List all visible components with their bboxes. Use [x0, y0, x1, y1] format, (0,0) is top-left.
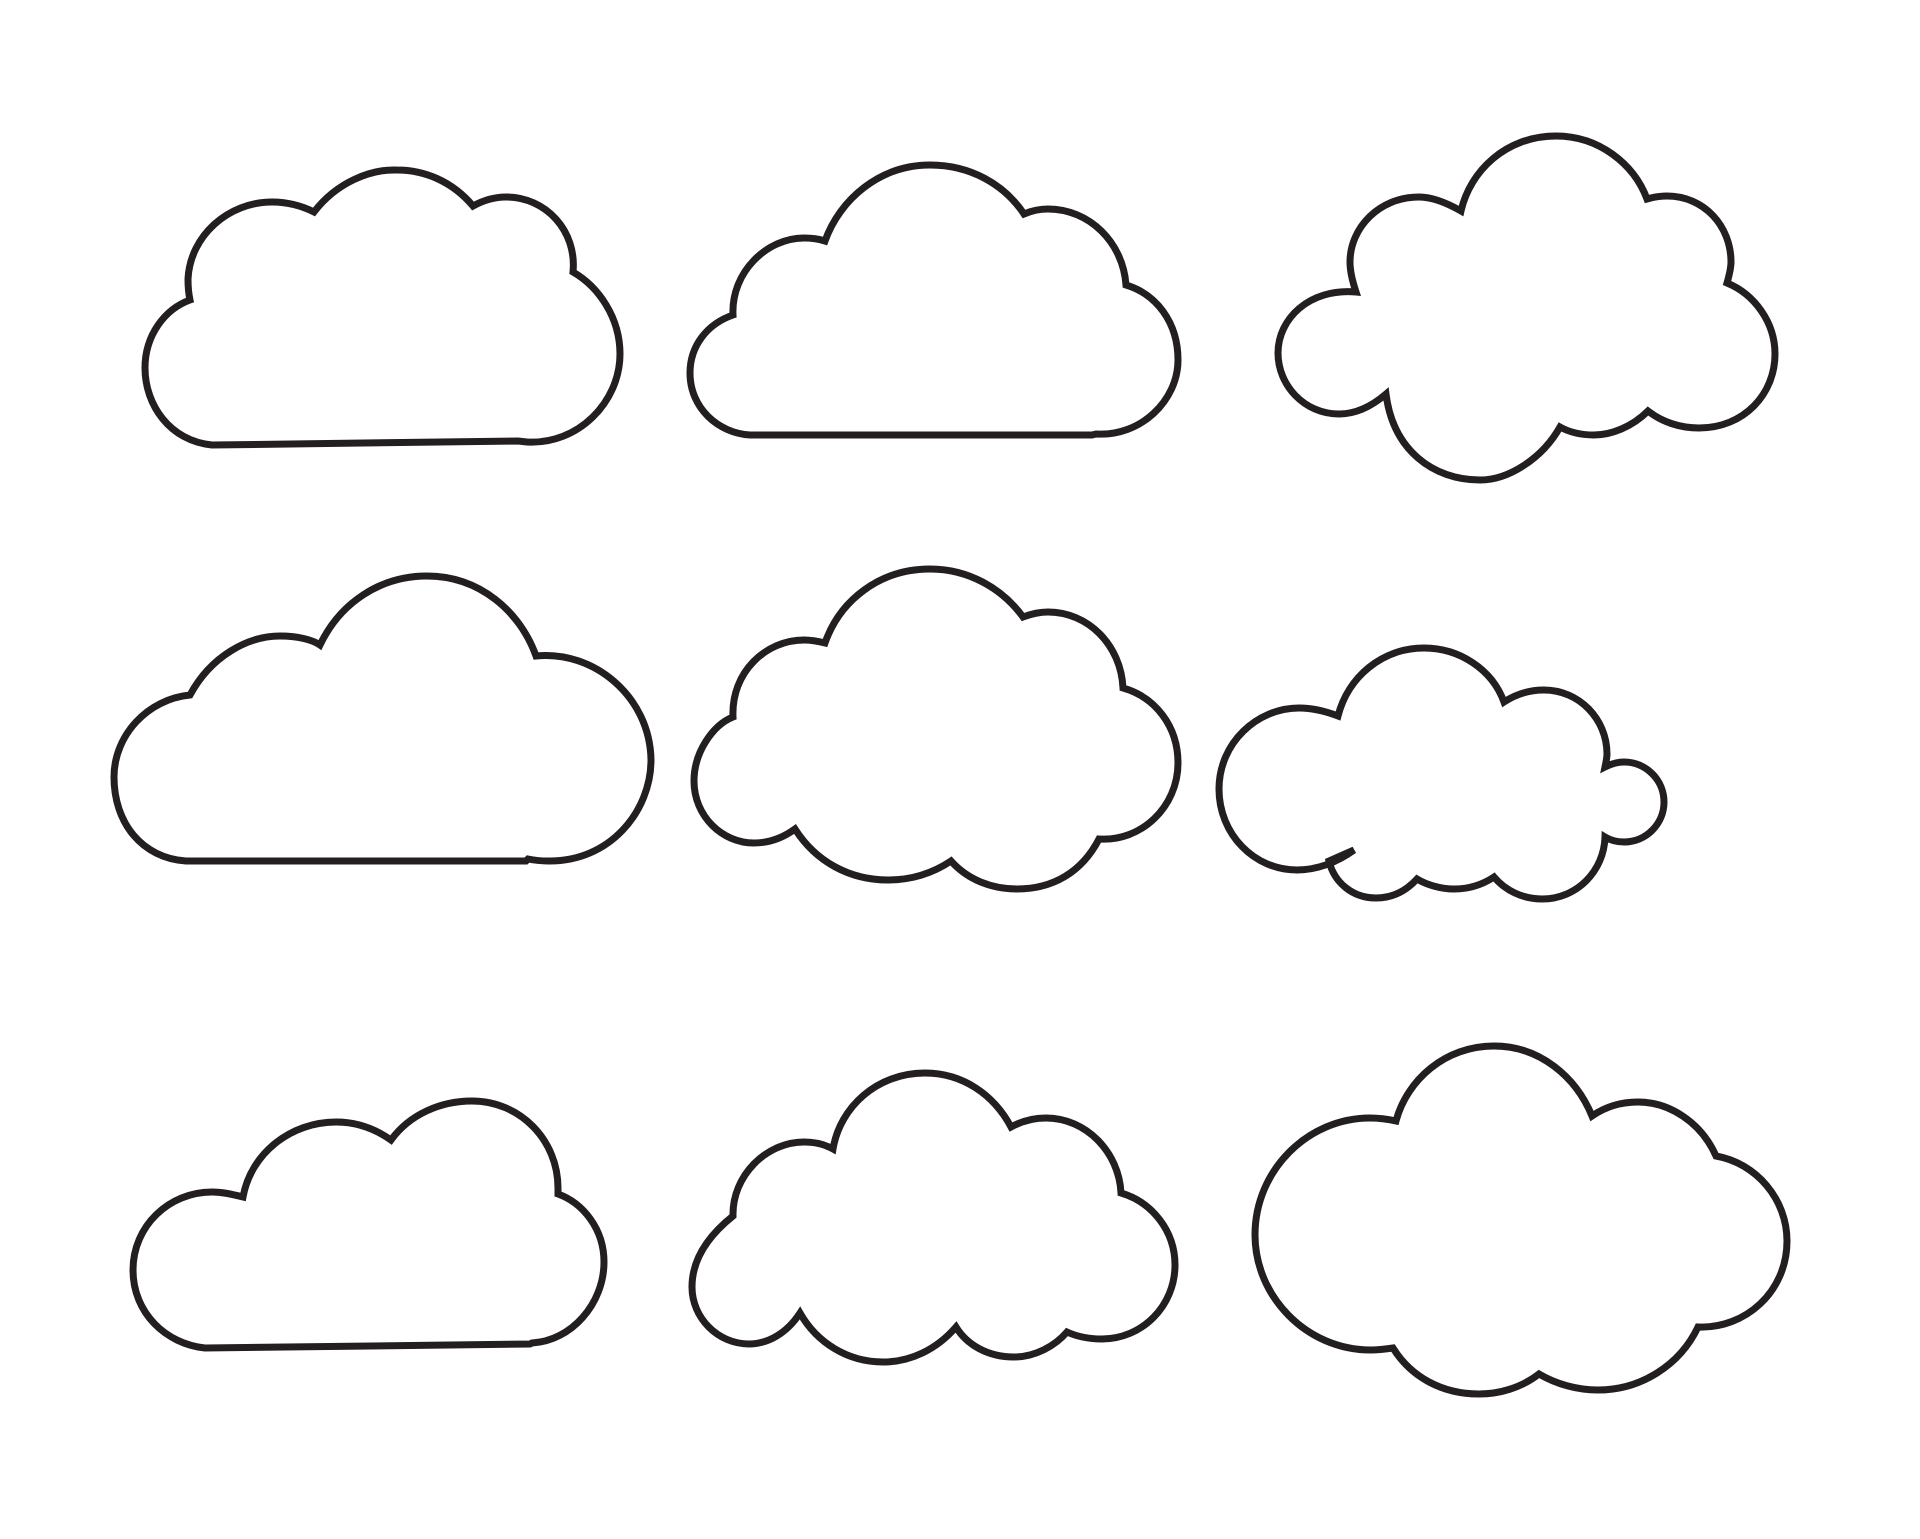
cloud-7-icon: [129, 1097, 608, 1352]
cloud-9-icon: [1251, 1042, 1791, 1398]
cloud-8-icon: [688, 1069, 1179, 1366]
cloud-1-icon: [141, 166, 624, 449]
cloud-6-icon: [1215, 644, 1668, 903]
cloud-4-icon: [110, 572, 655, 865]
cloud-2-icon: [686, 161, 1182, 439]
cloud-5-icon: [690, 565, 1182, 893]
cloud-3-icon: [1274, 132, 1779, 484]
